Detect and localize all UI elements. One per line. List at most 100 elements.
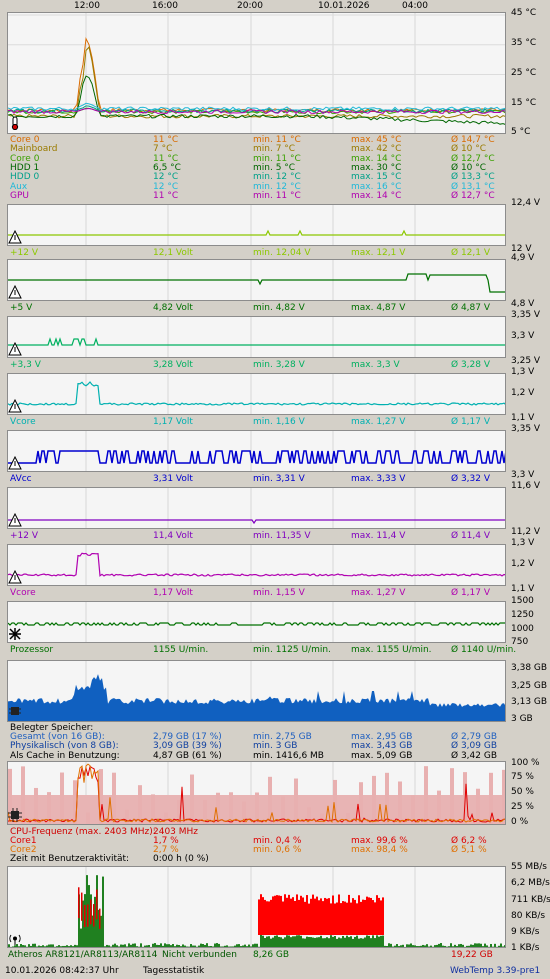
- network-download-bar: [292, 936, 294, 947]
- network-download-bar: [406, 944, 408, 947]
- memory-tick: 3,25 GB: [511, 681, 548, 691]
- network-download-bar: [142, 946, 144, 947]
- cpu-history-bar: [424, 766, 428, 824]
- temp-current: 7 °C: [153, 144, 173, 155]
- cpu-history-bar: [346, 812, 350, 824]
- voltage-series-line: [8, 337, 505, 347]
- network-download-bar: [284, 937, 286, 947]
- time-label: 20:00: [237, 1, 263, 11]
- network-download-bar: [58, 945, 60, 947]
- network-upload-bar: [316, 896, 318, 935]
- network-download-bar: [416, 946, 418, 947]
- network-upload-bar: [304, 901, 306, 935]
- network-upload-bar: [286, 897, 288, 935]
- network-download-bar: [430, 945, 432, 947]
- voltage-min: min. 1,15 V: [253, 588, 305, 598]
- network-download-bar: [184, 945, 186, 947]
- daily-statistics-link[interactable]: Tagesstatistik: [143, 966, 205, 976]
- cpu-history-bar: [281, 796, 285, 824]
- network-upload-bar: [266, 901, 268, 935]
- time-label: 16:00: [152, 1, 178, 11]
- voltage-avg: Ø 3,28 V: [451, 360, 491, 370]
- network-chart: [7, 866, 506, 948]
- network-download-bar: [428, 946, 430, 947]
- network-download-bar: [166, 944, 168, 947]
- voltage-tick-high: 4,9 V: [511, 253, 535, 263]
- network-upload-bar: [374, 902, 376, 935]
- network-download-bar: [250, 946, 252, 947]
- network-download-bar: [128, 943, 130, 947]
- network-download-bar: [306, 936, 308, 947]
- voltage-plot: [8, 260, 505, 300]
- voltage-tick-low: 12 V: [511, 244, 532, 254]
- network-download-bar: [40, 946, 42, 947]
- temp-max: max. 16 °C: [351, 181, 402, 192]
- voltage-current: 12,1 Volt: [153, 248, 193, 258]
- temp-series-line: [8, 102, 505, 112]
- network-download-bar: [330, 935, 332, 947]
- warning-triangle-icon: [8, 570, 22, 584]
- cpu-history-bar: [294, 778, 298, 824]
- network-download-bar: [260, 935, 262, 947]
- network-download-bar: [370, 938, 372, 947]
- network-download-bar: [296, 935, 298, 947]
- network-download-bar: [394, 945, 396, 947]
- network-upload-bar: [338, 894, 340, 935]
- network-download-bar: [350, 936, 352, 947]
- network-download-bar: [410, 943, 412, 947]
- activity-label: Zeit mit Benutzeraktivität:: [10, 854, 130, 864]
- network-download-bar: [170, 945, 172, 947]
- voltage-plot: [8, 488, 505, 528]
- memory-current: 4,87 GB (61 %): [153, 750, 222, 761]
- network-download-bar: [344, 937, 346, 947]
- network-upload-bar: [330, 903, 332, 935]
- network-download-bar: [68, 946, 70, 947]
- memory-tick: 3,13 GB: [511, 697, 548, 707]
- voltage-name: Vcore: [10, 588, 36, 598]
- network-upload-bar: [308, 903, 310, 935]
- network-download-bar: [202, 943, 204, 947]
- temperature-plot: [8, 13, 505, 133]
- network-upload-bar: [348, 894, 350, 935]
- network-download-bar: [376, 935, 378, 947]
- network-tick: 9 KB/s: [511, 927, 540, 937]
- voltage-tick-mid: 1,2 V: [511, 388, 535, 398]
- network-upload-bar: [314, 898, 316, 935]
- network-download-bar: [490, 943, 492, 947]
- network-download-bar: [432, 946, 434, 947]
- memory-current: 2,79 GB (17 %): [153, 732, 222, 742]
- cpu-history-bar: [242, 801, 246, 824]
- cpu-history-bar: [203, 800, 207, 824]
- version-link[interactable]: WebTemp 3.39-pre1: [450, 966, 541, 976]
- temp-series-line: [8, 108, 505, 115]
- voltage-current: 4,82 Volt: [153, 303, 193, 313]
- network-download-bar: [464, 946, 466, 947]
- cpu-history-bar: [47, 792, 51, 824]
- network-download-bar: [112, 944, 114, 947]
- network-download-bar: [356, 935, 358, 947]
- temp-max: max. 30 °C: [351, 162, 402, 173]
- voltage-chart: [7, 259, 506, 301]
- network-upload-bar: [296, 894, 298, 935]
- network-download-bar: [398, 946, 400, 947]
- network-download-bar: [300, 935, 302, 947]
- network-download-bar: [140, 943, 142, 947]
- voltage-current: 1,17 Volt: [153, 588, 193, 598]
- network-download-bar: [446, 946, 448, 947]
- network-download-bar: [392, 946, 394, 947]
- network-tick: 6,2 MB/s: [511, 878, 550, 888]
- temp-current: 11 °C: [153, 135, 179, 145]
- network-download-bar: [200, 943, 202, 947]
- temp-avg: Ø 14,7 °C: [451, 135, 495, 145]
- network-download-bar: [434, 945, 436, 947]
- cpu-core-name: Core2: [10, 845, 37, 855]
- network-download-bar: [88, 885, 90, 947]
- network-upload-bar: [378, 897, 380, 935]
- fan-current: 1155 U/min.: [153, 645, 209, 655]
- voltage-name: AVcc: [10, 474, 32, 484]
- cpu-tick: 25 %: [511, 802, 534, 812]
- cpu-history-bar: [307, 807, 311, 824]
- network-upload-bar: [274, 895, 276, 935]
- voltage-current: 3,28 Volt: [153, 360, 193, 370]
- fan-chart: [7, 601, 506, 643]
